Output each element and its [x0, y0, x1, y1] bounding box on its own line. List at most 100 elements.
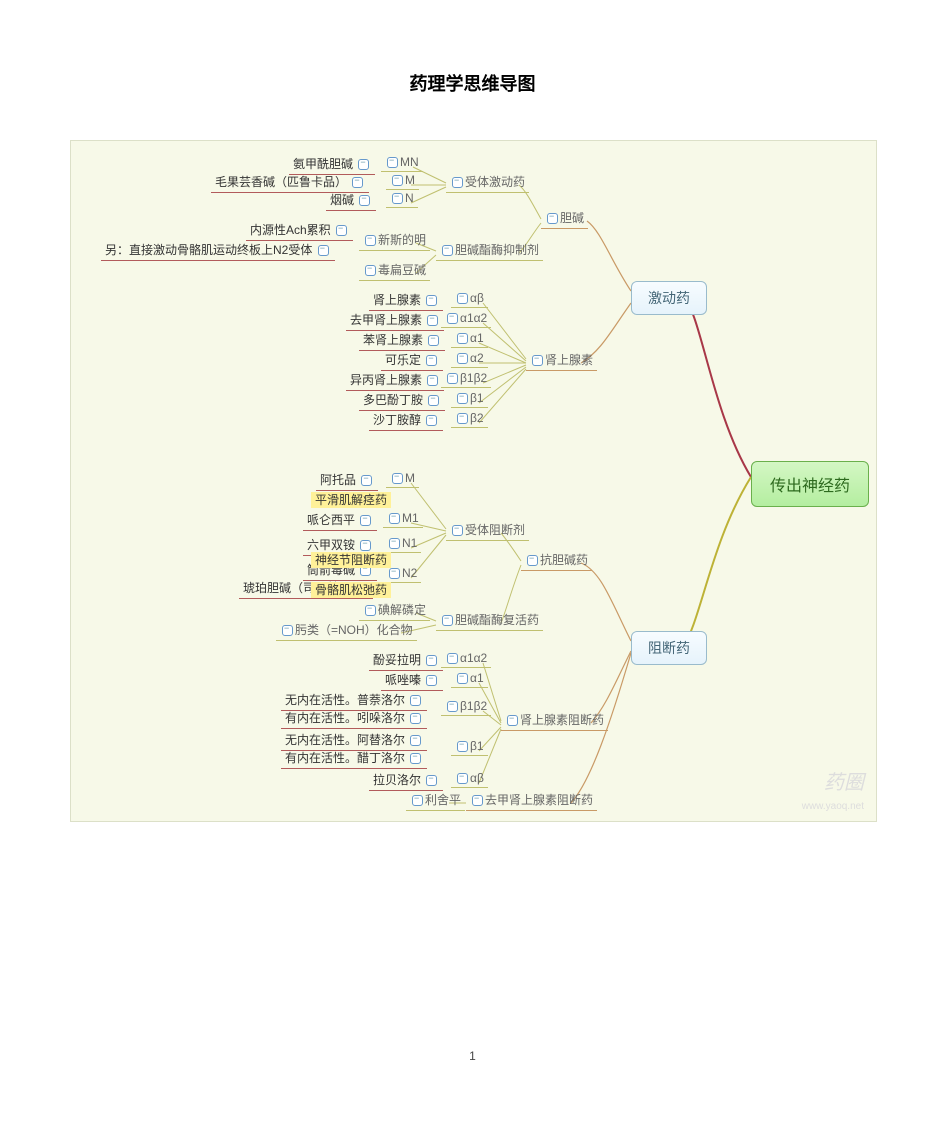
collapse-icon[interactable]	[442, 615, 453, 626]
collapse-icon[interactable]	[389, 513, 400, 524]
tag-t_mn: MN	[381, 155, 423, 172]
collapse-icon[interactable]	[447, 701, 458, 712]
collapse-icon[interactable]	[336, 225, 347, 236]
collapse-icon[interactable]	[426, 295, 437, 306]
collapse-icon[interactable]	[426, 775, 437, 786]
collapse-icon[interactable]	[361, 475, 372, 486]
branch-label: 肾上腺素	[545, 353, 593, 367]
collapse-icon[interactable]	[360, 515, 371, 526]
tag-t_lsp: 利舍平	[406, 791, 465, 811]
collapse-icon[interactable]	[527, 555, 538, 566]
collapse-icon[interactable]	[412, 795, 423, 806]
collapse-icon[interactable]	[447, 313, 458, 324]
leaf-21: 无内在活性。阿替洛尔	[281, 731, 427, 751]
tag-t_b1: β1	[451, 391, 488, 408]
collapse-icon[interactable]	[472, 795, 483, 806]
collapse-icon[interactable]	[389, 538, 400, 549]
collapse-icon[interactable]	[442, 245, 453, 256]
tag-t_b2: β2	[451, 411, 488, 428]
collapse-icon[interactable]	[457, 673, 468, 684]
leaf-label: 哌仑西平	[307, 513, 355, 527]
collapse-icon[interactable]	[428, 335, 439, 346]
collapse-icon[interactable]	[457, 741, 468, 752]
highlight-label: 神经节阻断药	[311, 552, 391, 568]
leaf-label: 无内在活性。阿替洛尔	[285, 733, 405, 747]
leaf-label: 内源性Ach累积	[250, 223, 331, 237]
tag-t_b1b2: β1β2	[441, 371, 491, 388]
collapse-icon[interactable]	[457, 333, 468, 344]
tag-label: 利舍平	[425, 793, 461, 807]
collapse-icon[interactable]	[358, 159, 369, 170]
branch-label: 胆碱酯酶复活药	[455, 613, 539, 627]
collapse-icon[interactable]	[426, 675, 437, 686]
collapse-icon[interactable]	[392, 193, 403, 204]
collapse-icon[interactable]	[547, 213, 558, 224]
leaf-9: 异丙肾上腺素	[346, 371, 444, 391]
leaf-6: 去甲肾上腺素	[346, 311, 444, 331]
leaf-20: 有内在活性。吲哚洛尔	[281, 709, 427, 729]
tag-label: 新斯的明	[378, 233, 426, 247]
tag-t_a1a2: α1α2	[441, 311, 491, 328]
collapse-icon[interactable]	[410, 753, 421, 764]
leaf-2: 烟碱	[326, 191, 376, 211]
leaf-10: 多巴酚丁胺	[359, 391, 445, 411]
branch-label: 去甲肾上腺素阻断药	[485, 793, 593, 807]
tag-t2_a1a2: α1α2	[441, 651, 491, 668]
collapse-icon[interactable]	[426, 415, 437, 426]
collapse-icon[interactable]	[507, 715, 518, 726]
collapse-icon[interactable]	[282, 625, 293, 636]
collapse-icon[interactable]	[360, 540, 371, 551]
collapse-icon[interactable]	[452, 177, 463, 188]
tag-t_a2: α2	[451, 351, 488, 368]
collapse-icon[interactable]	[359, 195, 370, 206]
collapse-icon[interactable]	[365, 605, 376, 616]
tag-t_n: N	[386, 191, 418, 208]
tag-label: 碘解磷定	[378, 603, 426, 617]
leaf-19: 无内在活性。普萘洛尔	[281, 691, 427, 711]
leaf-label: 有内在活性。吲哚洛尔	[285, 711, 405, 725]
tag-label: M	[405, 173, 415, 187]
collapse-icon[interactable]	[427, 375, 438, 386]
collapse-icon[interactable]	[392, 175, 403, 186]
tag-label: β1β2	[460, 699, 487, 713]
collapse-icon[interactable]	[365, 265, 376, 276]
tag-label: αβ	[470, 291, 484, 305]
collapse-icon[interactable]	[365, 235, 376, 246]
collapse-icon[interactable]	[410, 735, 421, 746]
leaf-5: 肾上腺素	[369, 291, 443, 311]
subbranch-rec_block: 受体阻断剂	[446, 521, 529, 541]
tag-label: M1	[402, 511, 419, 525]
collapse-icon[interactable]	[410, 695, 421, 706]
collapse-icon[interactable]	[452, 525, 463, 536]
collapse-icon[interactable]	[389, 568, 400, 579]
collapse-icon[interactable]	[457, 773, 468, 784]
mindmap-canvas: 药圈 www.yaoq.net 传出神经药激动药阻断药胆碱肾上腺素抗胆碱药肾上腺…	[70, 140, 877, 822]
leaf-label: 可乐定	[385, 353, 421, 367]
collapse-icon[interactable]	[426, 655, 437, 666]
collapse-icon[interactable]	[410, 713, 421, 724]
mid-label: 激动药	[648, 290, 690, 306]
tag-label: α1	[470, 671, 484, 685]
collapse-icon[interactable]	[428, 395, 439, 406]
collapse-icon[interactable]	[392, 473, 403, 484]
collapse-icon[interactable]	[447, 373, 458, 384]
subbranch-ache_react: 胆碱酯酶复活药	[436, 611, 543, 631]
collapse-icon[interactable]	[427, 315, 438, 326]
collapse-icon[interactable]	[426, 355, 437, 366]
collapse-icon[interactable]	[447, 653, 458, 664]
leaf-label: 有内在活性。醋丁洛尔	[285, 751, 405, 765]
collapse-icon[interactable]	[387, 157, 398, 168]
edge	[587, 221, 631, 291]
collapse-icon[interactable]	[318, 245, 329, 256]
collapse-icon[interactable]	[457, 293, 468, 304]
branch-choline: 胆碱	[541, 209, 588, 229]
collapse-icon[interactable]	[457, 393, 468, 404]
collapse-icon[interactable]	[457, 353, 468, 364]
branch-nor_block: 去甲肾上腺素阻断药	[466, 791, 597, 811]
collapse-icon[interactable]	[457, 413, 468, 424]
highlight-label: 骨骼肌松弛药	[311, 582, 391, 598]
collapse-icon[interactable]	[352, 177, 363, 188]
tag-label: α1	[470, 331, 484, 345]
leaf-11: 沙丁胺醇	[369, 411, 443, 431]
collapse-icon[interactable]	[532, 355, 543, 366]
